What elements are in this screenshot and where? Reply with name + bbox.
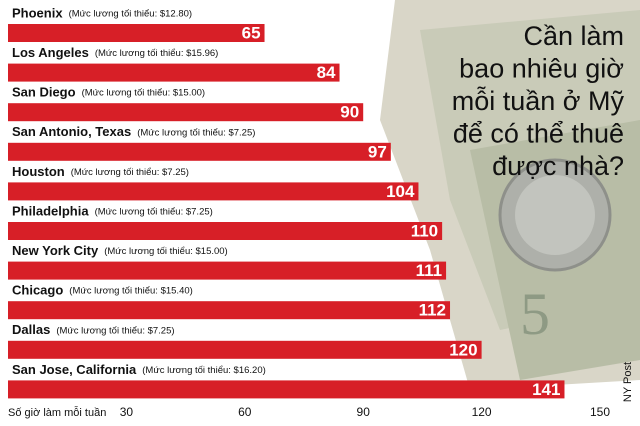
bar [8,301,451,320]
city-label: New York City [12,243,99,258]
value-label: 111 [416,261,443,280]
city-label: Dallas [12,322,50,337]
city-label: San Antonio, Texas [12,124,131,139]
wage-note: (Mức lương tối thiểu: $15.00) [104,246,228,257]
x-tick-label: 60 [238,405,252,419]
bar [8,24,265,42]
wage-note: (Mức lương tối thiểu: $16.20) [142,365,266,376]
value-label: 120 [449,340,477,359]
city-label: Chicago [12,283,63,298]
chart-title: Cần làm [523,21,624,51]
x-axis-label: Số giờ làm mỗi tuần [8,406,106,419]
svg-text:5: 5 [520,281,550,347]
value-label: 110 [411,221,438,240]
x-tick-label: 150 [590,405,610,419]
wage-note: (Mức lương tối thiểu: $7.25) [56,325,174,336]
value-label: 112 [419,301,446,320]
value-label: 84 [317,63,336,82]
bar [8,142,391,161]
value-label: 90 [340,103,359,122]
city-label: Los Angeles [12,45,89,60]
source: NY Post [622,362,634,402]
wage-note: (Mức lương tối thiểu: $15.00) [82,88,206,99]
chart-title: bao nhiêu giờ [459,54,624,84]
city-label: San Jose, California [12,362,137,377]
value-label: 97 [368,142,387,161]
city-label: San Diego [12,85,76,100]
bar [8,340,482,359]
value-label: 141 [532,380,560,399]
value-label: 104 [386,182,415,201]
value-label: 65 [242,23,261,42]
wage-note: (Mức lương tối thiểu: $15.40) [69,286,193,297]
money-photo: 5 [380,0,640,390]
city-label: Philadelphia [12,203,89,218]
bar [8,261,447,280]
wage-note: (Mức lương tối thiểu: $7.25) [137,127,255,138]
chart-title: được nhà? [492,151,624,181]
wage-note: (Mức lương tối thiểu: $7.25) [71,167,189,178]
city-label: Phoenix [12,5,63,20]
x-tick-label: 90 [357,405,371,419]
bar [8,222,443,240]
x-tick-label: 120 [472,405,492,419]
city-label: Houston [12,164,65,179]
wage-note: (Mức lương tối thiểu: $7.25) [95,207,213,218]
chart-title: để có thể thuê [453,119,624,149]
chart-title: mỗi tuần ở Mỹ [452,85,625,116]
wage-note: (Mức lương tối thiểu: $12.80) [69,9,193,20]
bar [8,182,419,201]
bar [8,63,340,82]
bar [8,380,565,399]
x-tick-label: 30 [120,405,134,419]
wage-note: (Mức lương tối thiểu: $15.96) [95,48,219,59]
bar [8,103,364,122]
